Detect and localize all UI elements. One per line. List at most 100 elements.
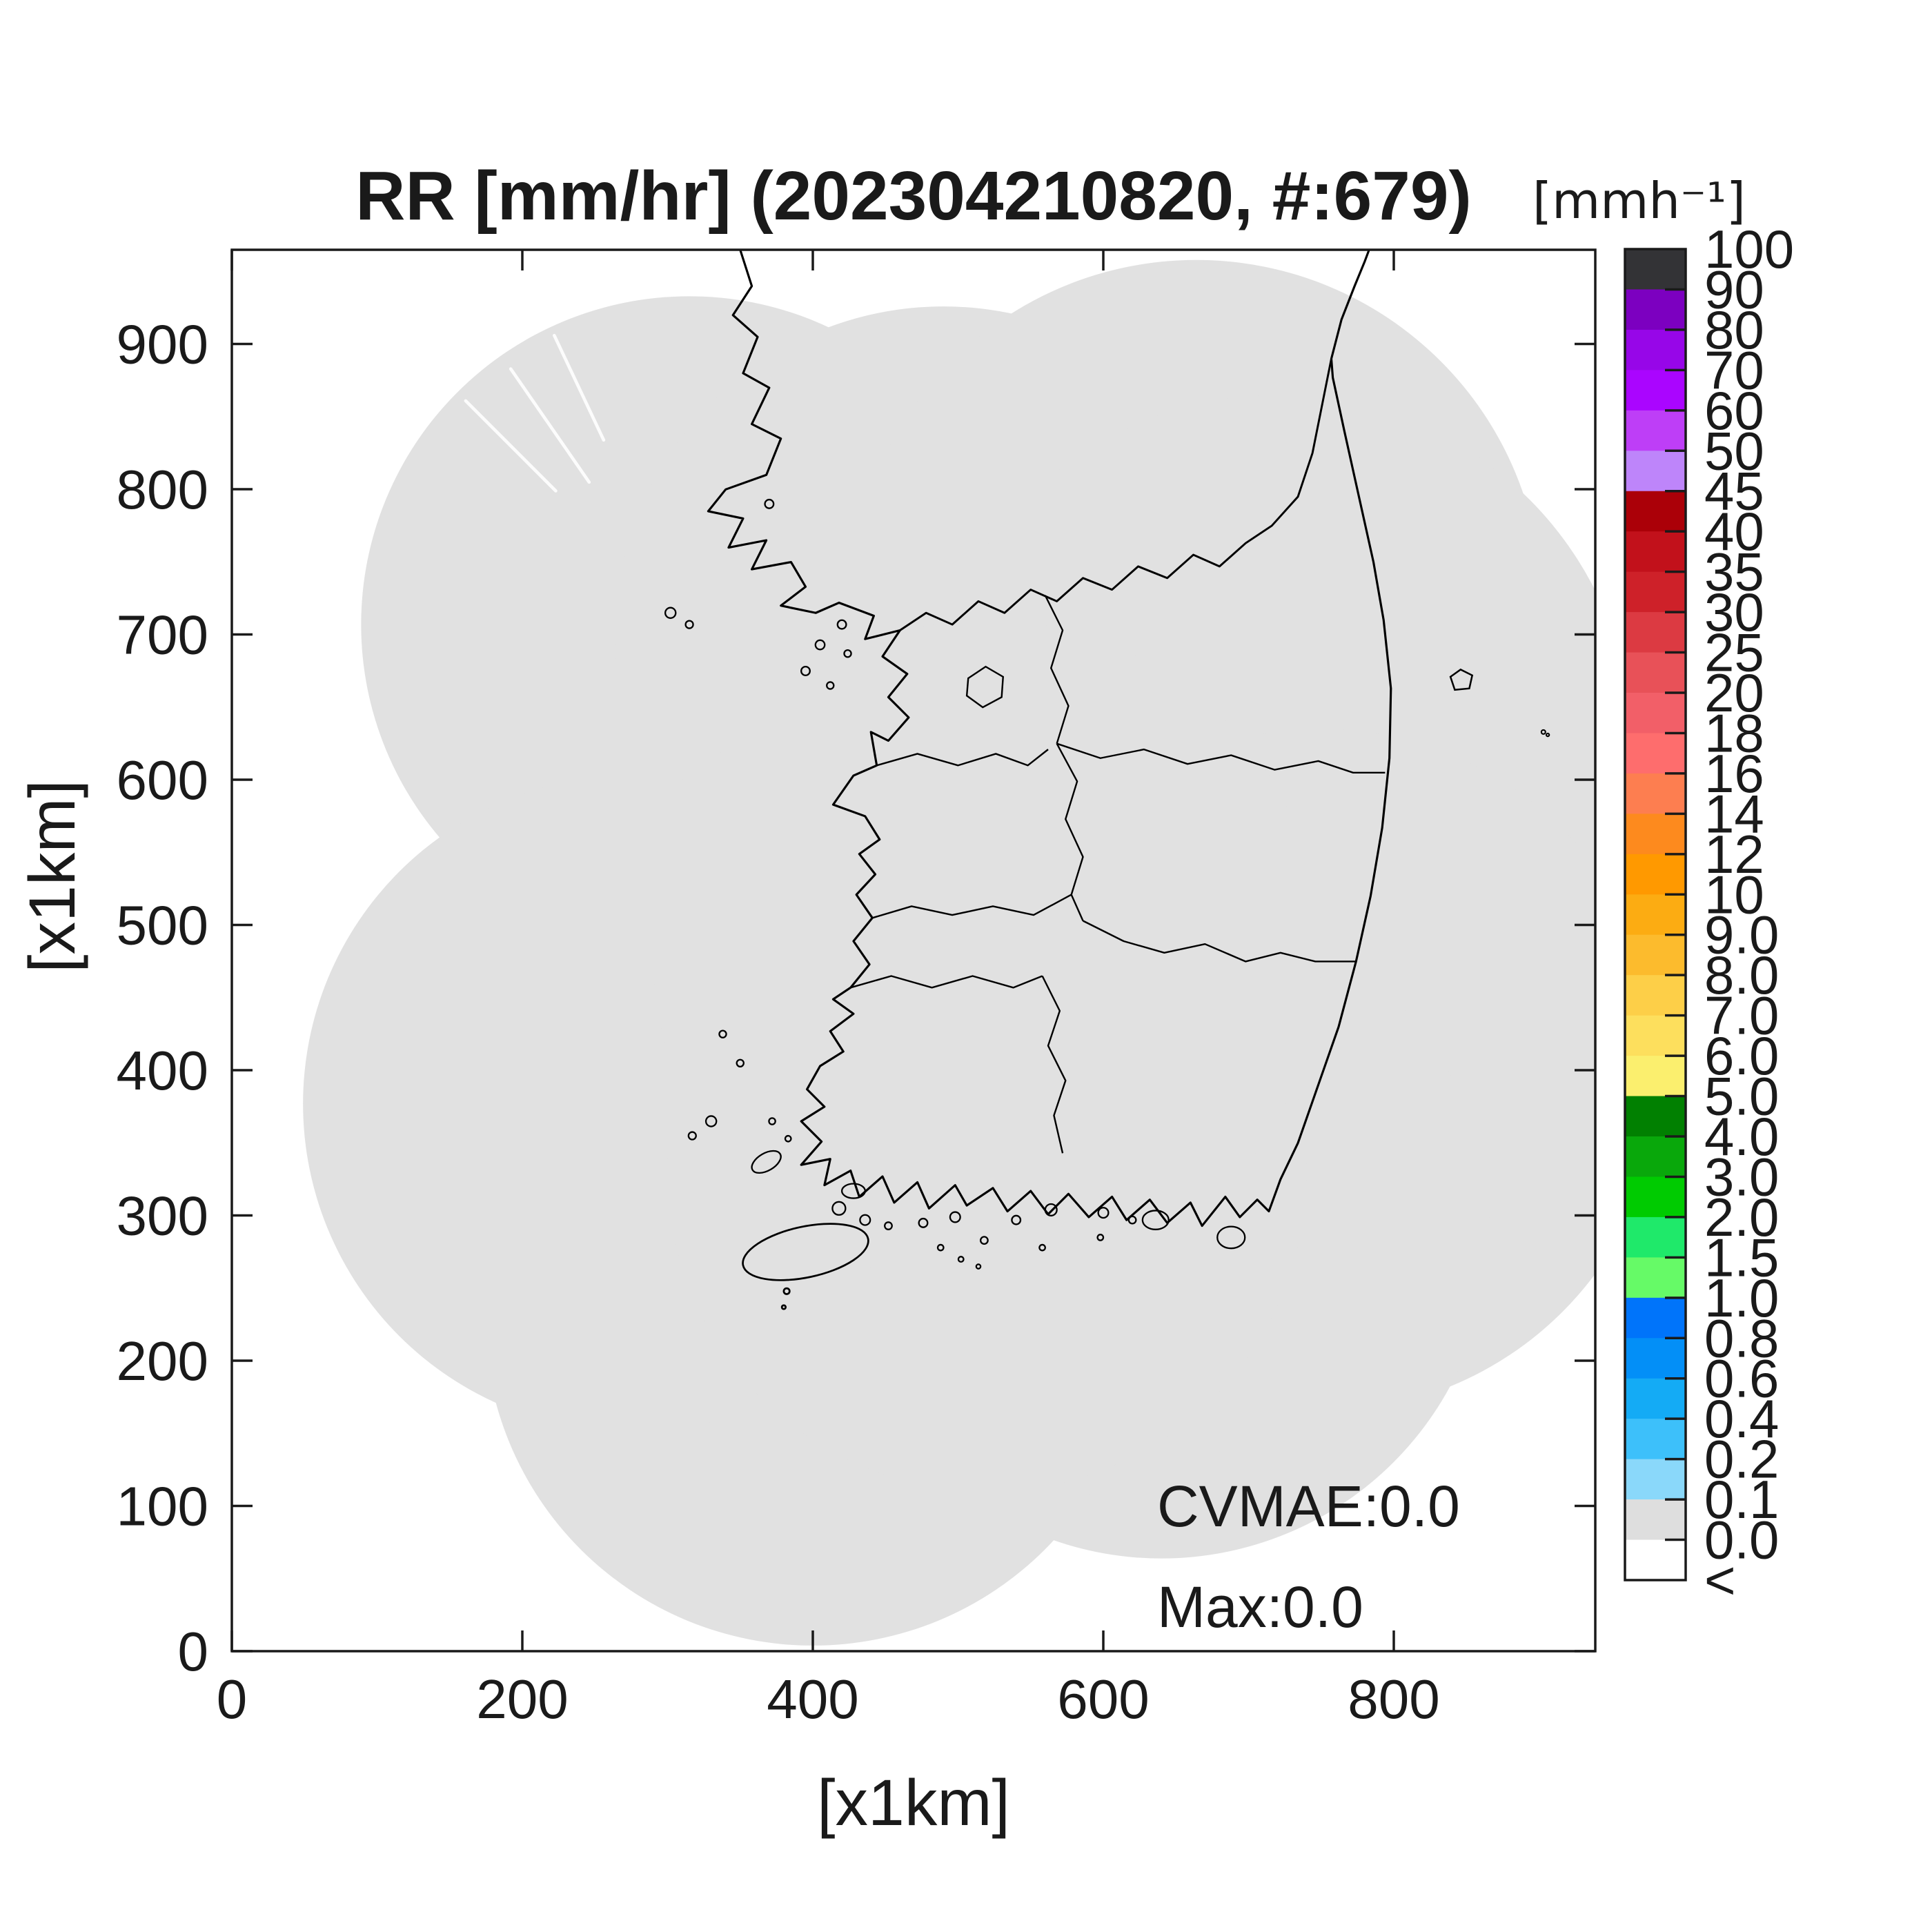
colorbar-label-10: 10 xyxy=(1704,864,1764,925)
colorbar-label-12: 12 xyxy=(1704,824,1764,885)
colorbar-label-60: 60 xyxy=(1704,380,1764,441)
y-tick-label-800: 800 xyxy=(117,459,208,520)
colorbar-segment-5 xyxy=(1625,451,1686,492)
colorbar-segment-26 xyxy=(1625,1297,1686,1339)
colorbar-segment-8 xyxy=(1625,571,1686,613)
colorbar-segment-12 xyxy=(1625,733,1686,774)
colorbar-label-6.0: 6.0 xyxy=(1704,1025,1779,1086)
beam-blockage-streaks xyxy=(464,333,606,493)
colorbar-label-16: 16 xyxy=(1704,743,1764,804)
y-tick-label-300: 300 xyxy=(117,1185,208,1247)
y-tick-label-0: 0 xyxy=(178,1621,209,1682)
jeju-island xyxy=(742,1223,869,1310)
cvmae-annotation: CVMAE:0.0 xyxy=(1157,1474,1460,1539)
colorbar-label-1.5: 1.5 xyxy=(1704,1227,1779,1288)
colorbar-label-0.4: 0.4 xyxy=(1704,1388,1779,1449)
colorbar-label-30: 30 xyxy=(1704,582,1764,642)
y-tick-label-900: 900 xyxy=(117,314,208,375)
colorbar-segment-3 xyxy=(1625,370,1686,411)
colorbar-segment-2 xyxy=(1625,329,1686,371)
colorbar-label-20: 20 xyxy=(1704,662,1764,723)
colorbar-segment-11 xyxy=(1625,693,1686,734)
x-tick-label-400: 400 xyxy=(767,1668,858,1730)
x-tick-label-800: 800 xyxy=(1348,1668,1439,1730)
colorbar-label-35: 35 xyxy=(1704,542,1764,602)
colorbar-label-80: 80 xyxy=(1704,299,1764,360)
colorbar-label-7.0: 7.0 xyxy=(1704,985,1779,1046)
x-tick-label-600: 600 xyxy=(1057,1668,1149,1730)
axis-ticks: 0 200 400 600 800 0 100 200 300 400 500 600 700 800 90… xyxy=(117,250,1595,1730)
radar-coverage-layer xyxy=(303,250,1595,1646)
colorbar-label-3.0: 3.0 xyxy=(1704,1146,1779,1207)
colorbar-label-8.0: 8.0 xyxy=(1704,945,1779,1005)
radar-coverage-area xyxy=(303,259,1595,1646)
colorbar-label-0.8: 0.8 xyxy=(1704,1308,1779,1368)
colorbar-label-45: 45 xyxy=(1704,461,1764,522)
colorbar-segment-17 xyxy=(1625,934,1686,976)
colorbar-segment-21 xyxy=(1625,1096,1686,1137)
colorbar-segment-4 xyxy=(1625,410,1686,451)
max-annotation: Max:0.0 xyxy=(1157,1575,1363,1639)
y-tick-label-100: 100 xyxy=(117,1476,208,1537)
colorbar-label-0.2: 0.2 xyxy=(1704,1429,1779,1490)
colorbar-segment-14 xyxy=(1625,814,1686,855)
colorbar: 100908070605045403530252018161412109.08.… xyxy=(1624,219,1794,1610)
coastline xyxy=(707,250,1392,1228)
y-tick-label-700: 700 xyxy=(117,604,208,666)
colorbar-segment-13 xyxy=(1625,773,1686,814)
colorbar-segment-7 xyxy=(1625,531,1686,573)
colorbar-segment-30 xyxy=(1625,1459,1686,1500)
colorbar-segment-6 xyxy=(1625,491,1686,532)
plot-frame xyxy=(230,248,1597,1653)
colorbar-segment-22 xyxy=(1625,1136,1686,1178)
colorbar-segment-31 xyxy=(1625,1499,1686,1541)
colorbar-segment-20 xyxy=(1625,1056,1686,1097)
colorbar-label-25: 25 xyxy=(1704,622,1764,683)
colorbar-segment-18 xyxy=(1625,975,1686,1016)
map-outlines xyxy=(664,250,1550,1310)
dokdo-islets xyxy=(1540,729,1550,738)
colorbar-label-0.6: 0.6 xyxy=(1704,1348,1779,1409)
colorbar-label-5.0: 5.0 xyxy=(1704,1066,1779,1127)
y-tick-label-200: 200 xyxy=(117,1330,208,1392)
colorbar-segment-1 xyxy=(1625,289,1686,331)
colorbar-label-0.1: 0.1 xyxy=(1704,1469,1779,1530)
ulleungdo-island xyxy=(1449,668,1474,691)
coastal-islands xyxy=(664,498,1246,1270)
colorbar-segment-29 xyxy=(1625,1419,1686,1460)
colorbar-label-14: 14 xyxy=(1704,783,1764,844)
colorbar-segment-25 xyxy=(1625,1257,1686,1299)
colorbar-segment-19 xyxy=(1625,1015,1686,1056)
colorbar-label-70: 70 xyxy=(1704,339,1764,400)
x-axis-label: [x1km] xyxy=(817,1766,1010,1840)
colorbar-label-40: 40 xyxy=(1704,501,1764,562)
colorbar-segment-23 xyxy=(1625,1176,1686,1218)
dmz-border xyxy=(899,358,1332,631)
colorbar-outline xyxy=(1624,248,1687,1581)
colorbar-label-1.0: 1.0 xyxy=(1704,1268,1779,1328)
colorbar-segment-16 xyxy=(1625,894,1686,936)
colorbar-label-0.0: 0.0 xyxy=(1704,1510,1779,1570)
colorbar-label-50: 50 xyxy=(1704,420,1764,481)
page-title: RR [mm/hr] (202304210820, #:679) xyxy=(355,157,1472,235)
colorbar-label-18: 18 xyxy=(1704,702,1764,763)
colorbar-segment-15 xyxy=(1625,854,1686,895)
y-axis-label: [x1km] xyxy=(16,780,89,973)
y-tick-label-500: 500 xyxy=(117,895,208,956)
colorbar-label-2.0: 2.0 xyxy=(1704,1187,1779,1248)
colorbar-label-90: 90 xyxy=(1704,259,1764,319)
colorbar-segment-28 xyxy=(1625,1378,1686,1419)
y-tick-label-600: 600 xyxy=(117,749,208,811)
x-tick-label-0: 0 xyxy=(217,1668,248,1730)
colorbar-segment-9 xyxy=(1625,612,1686,653)
colorbar-label-<: < xyxy=(1704,1550,1736,1610)
colorbar-segment-32 xyxy=(1625,1539,1686,1581)
y-tick-label-400: 400 xyxy=(117,1040,208,1101)
colorbar-segment-27 xyxy=(1625,1338,1686,1379)
colorbar-label-100: 100 xyxy=(1704,219,1794,279)
colorbar-segment-0 xyxy=(1625,249,1686,290)
colorbar-title: [mmh⁻¹] xyxy=(1532,172,1746,230)
colorbar-segment-10 xyxy=(1625,652,1686,693)
